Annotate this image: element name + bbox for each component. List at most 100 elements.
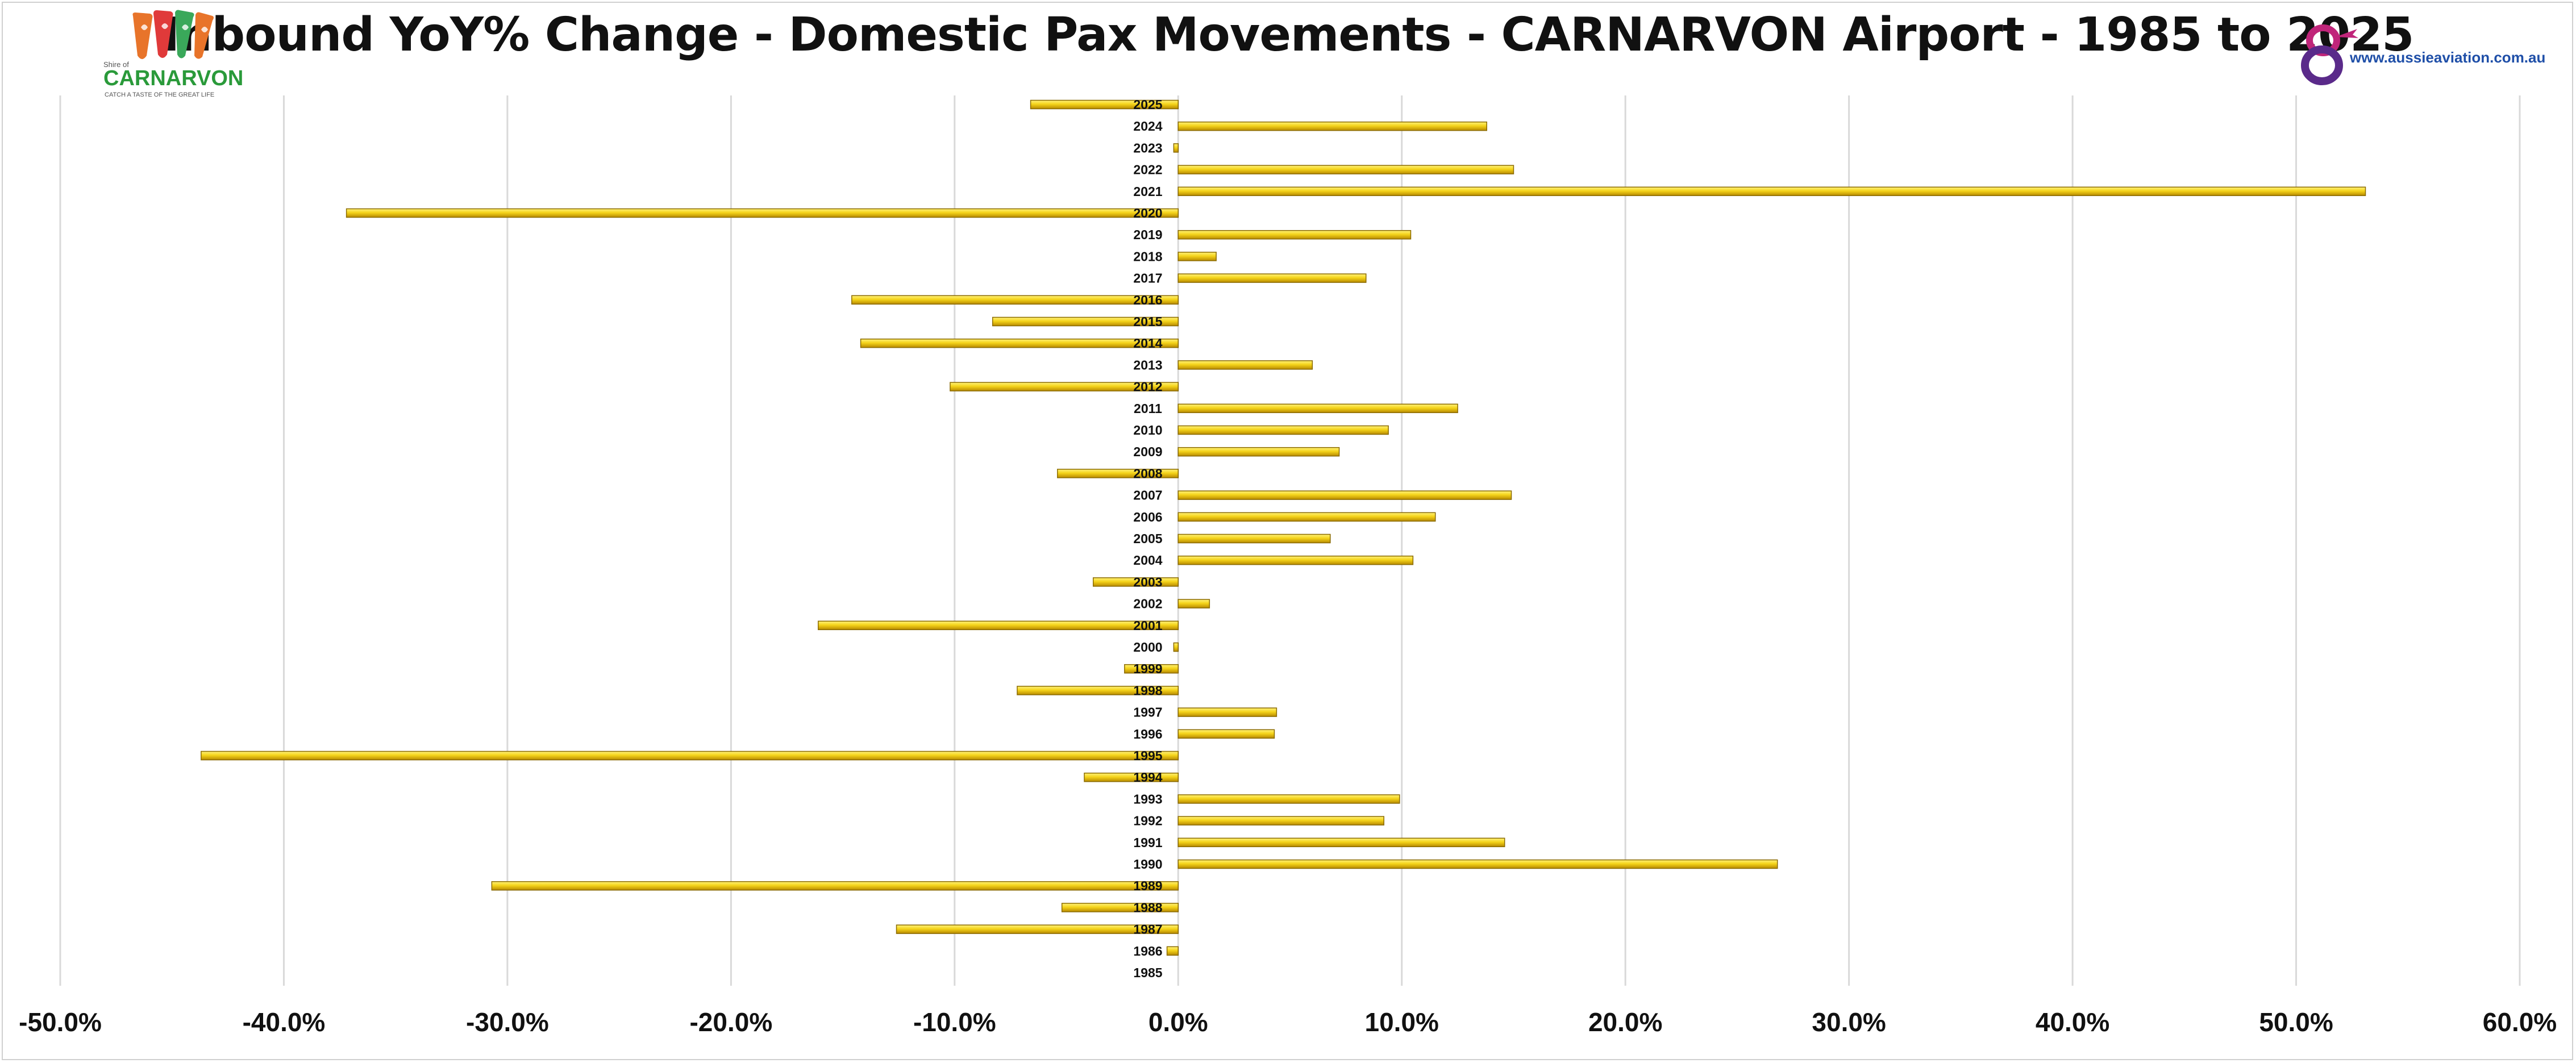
category-label: 1991 <box>1133 835 1162 850</box>
bar-1995 <box>201 751 1179 761</box>
bar-2017 <box>1177 273 1367 283</box>
bar-1993 <box>1177 794 1400 804</box>
x-tick-label: -40.0% <box>243 1007 326 1037</box>
bar-1996 <box>1177 729 1275 739</box>
category-label: 1985 <box>1133 965 1162 980</box>
category-label: 2025 <box>1133 97 1162 112</box>
bar-2016 <box>851 295 1179 305</box>
x-tick-label: 20.0% <box>1588 1007 1662 1037</box>
category-label: 1999 <box>1133 661 1162 676</box>
category-label: 2004 <box>1133 553 1162 568</box>
category-label: 2010 <box>1133 423 1162 437</box>
category-label: 2001 <box>1133 618 1162 633</box>
bar-2013 <box>1177 360 1313 370</box>
bar-1994 <box>1084 772 1179 782</box>
category-label: 1987 <box>1133 922 1162 937</box>
logo-shire-of-text: Shire of <box>103 60 129 69</box>
category-label: 2020 <box>1133 206 1162 220</box>
category-label: 1990 <box>1133 857 1162 872</box>
category-label: 1988 <box>1133 900 1162 915</box>
x-tick-label: -10.0% <box>913 1007 996 1037</box>
bar-1988 <box>1061 903 1179 912</box>
bar-2009 <box>1177 447 1340 457</box>
bar-1999 <box>1124 664 1179 674</box>
chart-title: Inbound YoY% Change - Domestic Pax Movem… <box>162 8 2415 62</box>
aussie-aviation-logo <box>2301 24 2358 85</box>
bar-2007 <box>1177 490 1512 500</box>
bar-2010 <box>1177 425 1389 435</box>
category-label: 1996 <box>1133 727 1162 741</box>
x-tick-label: 10.0% <box>1365 1007 1439 1037</box>
bar-2022 <box>1177 165 1514 174</box>
bar-2018 <box>1177 252 1217 261</box>
bar-1987 <box>896 924 1179 934</box>
bar-2025 <box>1030 99 1179 110</box>
bar-2004 <box>1177 555 1414 565</box>
category-label: 2012 <box>1133 380 1162 394</box>
category-label: 2007 <box>1133 488 1162 503</box>
bar-2014 <box>860 338 1179 348</box>
bar-2002 <box>1177 599 1210 608</box>
category-label: 1992 <box>1133 814 1162 828</box>
bar-2001 <box>818 620 1179 631</box>
bar-2015 <box>992 316 1179 327</box>
bars <box>201 99 2366 956</box>
category-label: 2002 <box>1133 597 1162 611</box>
category-labels: 2025 2024 2023 2022 2021 2020 2019 2018 2017 2016… <box>1133 97 1162 980</box>
bar-1991 <box>1177 837 1505 848</box>
aussie-aviation-url: www.aussieaviation.com.au <box>2350 49 2546 66</box>
category-label: 2018 <box>1133 249 1162 264</box>
category-label: 2009 <box>1133 444 1162 459</box>
logo-carnarvon-text: CARNARVON <box>103 66 243 90</box>
x-tick-label: 60.0% <box>2483 1007 2557 1037</box>
bar-2011 <box>1177 403 1458 414</box>
bar-2003 <box>1093 577 1179 587</box>
logo-tagline-text: CATCH A TASTE OF THE GREAT LIFE <box>105 91 214 98</box>
category-label: 2019 <box>1133 227 1162 242</box>
category-label: 2011 <box>1134 401 1162 416</box>
bar-2020 <box>346 208 1179 218</box>
x-tick-label: 40.0% <box>2036 1007 2109 1037</box>
bar-1998 <box>1017 686 1179 695</box>
bar-2021 <box>1177 186 2366 197</box>
x-tick-label: 30.0% <box>1812 1007 1886 1037</box>
category-label: 1998 <box>1133 683 1162 698</box>
category-label: 2022 <box>1133 162 1162 177</box>
category-label: 1994 <box>1133 770 1162 785</box>
bar-2012 <box>950 382 1179 391</box>
category-label: 2023 <box>1133 140 1162 155</box>
bar-2005 <box>1177 533 1331 544</box>
category-label: 2005 <box>1133 531 1162 546</box>
bar-2000 <box>1173 642 1179 652</box>
category-label: 2006 <box>1133 510 1162 524</box>
bar-1997 <box>1177 707 1277 717</box>
bar-1990 <box>1177 859 1778 869</box>
category-label: 1986 <box>1133 944 1162 958</box>
category-label: 2024 <box>1133 119 1162 134</box>
bar-2006 <box>1177 512 1436 522</box>
category-label: 1989 <box>1133 878 1162 893</box>
bar-2023 <box>1173 143 1179 153</box>
category-label: 2003 <box>1133 574 1162 589</box>
category-label: 2017 <box>1133 271 1162 286</box>
x-axis-tick-labels: -50.0% -40.0% -30.0% -20.0% -10.0% 0.0% 10.0% 2… <box>19 1007 2557 1037</box>
category-label: 1997 <box>1133 705 1162 720</box>
x-tick-label: -50.0% <box>19 1007 102 1037</box>
category-label: 2008 <box>1133 466 1162 481</box>
bar-2019 <box>1177 230 1412 240</box>
category-label: 2021 <box>1133 184 1162 199</box>
x-tick-label: -20.0% <box>689 1007 772 1037</box>
x-tick-label: 50.0% <box>2259 1007 2333 1037</box>
bar-1992 <box>1177 816 1385 826</box>
category-label: 1993 <box>1133 791 1162 806</box>
category-label: 1995 <box>1133 748 1162 763</box>
bar-1986 <box>1166 946 1179 956</box>
category-label: 2016 <box>1133 293 1162 307</box>
carnarvon-shire-logo: Shire of CARNARVON CATCH A TASTE OF THE … <box>103 10 243 98</box>
x-tick-label: 0.0% <box>1148 1007 1208 1037</box>
bar-2008 <box>1057 469 1179 478</box>
category-label: 2013 <box>1133 357 1162 372</box>
bar-1989 <box>491 881 1179 891</box>
